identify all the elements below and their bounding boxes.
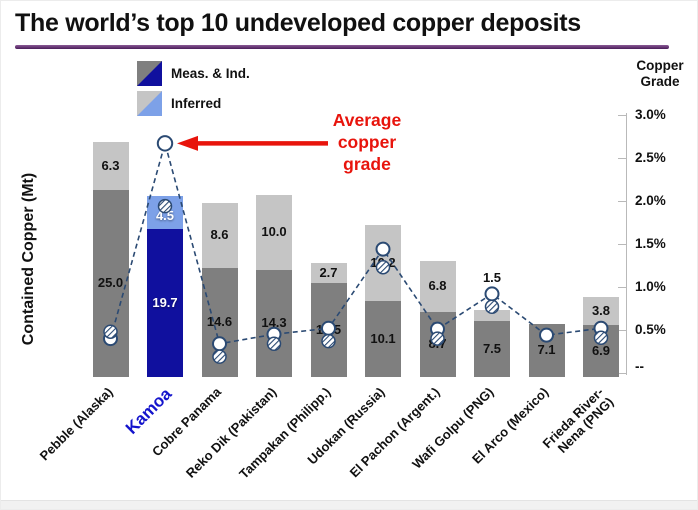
annotation-arrowhead-icon: [177, 135, 198, 151]
legend-label-inferred: Inferred: [171, 96, 222, 111]
right-axis-tick: [618, 373, 626, 374]
average-grade-annotation: Average copper grade: [301, 109, 433, 175]
legend-swatch-meas-ind-icon: [137, 61, 162, 86]
grade-marker-open: [484, 286, 500, 302]
right-axis-tick: [618, 330, 626, 331]
bar-value-meas-ind: 6.9: [591, 343, 611, 359]
right-axis-title: Copper Grade: [627, 58, 693, 90]
legend-item-inferred: Inferred: [137, 91, 250, 116]
bar-value-inferred: 4.5: [155, 208, 175, 224]
slide-bottom-edge: [1, 500, 697, 509]
bar-value-inferred: 10.2: [370, 255, 396, 270]
left-axis-title: Contained Copper (Mt): [20, 172, 37, 346]
right-axis-tick-label: 2.5%: [635, 150, 666, 165]
right-axis-title-line2: Grade: [640, 74, 680, 89]
right-axis-tick-label: --: [635, 359, 644, 374]
grade-marker-open: [156, 135, 174, 152]
right-axis-tick-label: 2.0%: [635, 193, 666, 208]
bar-value-inferred: 10.0: [261, 224, 287, 240]
right-axis-tick-label: 0.5%: [635, 322, 666, 337]
title-underline: [15, 45, 669, 49]
right-axis-tick: [618, 244, 626, 245]
annotation-line1: Average: [332, 110, 402, 130]
right-axis-tick-label: 3.0%: [635, 107, 666, 122]
legend-label-meas-ind: Meas. & Ind.: [171, 66, 250, 81]
bar-value-inferred: 1.5: [482, 269, 502, 285]
bar-value-meas-ind: 19.7: [152, 295, 178, 311]
annotation-line3: grade: [343, 154, 391, 174]
legend: Meas. & Ind. Inferred: [137, 61, 250, 121]
annotation-line2: copper: [337, 132, 397, 152]
legend-swatch-inferred-icon: [137, 91, 162, 116]
legend-item-meas-ind: Meas. & Ind.: [137, 61, 250, 86]
right-axis-line: [626, 113, 627, 375]
bar-segment-inferred: [474, 309, 510, 321]
right-axis-tick: [618, 158, 626, 159]
right-axis-title-line1: Copper: [636, 58, 684, 73]
right-axis-tick-label: 1.5%: [635, 236, 666, 251]
bar-value-inferred: 6.3: [101, 157, 120, 173]
bar-value-meas-ind: 25.0: [97, 275, 124, 291]
right-axis-tick: [618, 115, 626, 116]
bar-value-meas-ind: 7.1: [537, 342, 556, 358]
right-axis-tick: [618, 287, 626, 288]
right-axis-tick: [618, 201, 626, 202]
bar-value-inferred: 3.8: [591, 303, 611, 318]
chart-title: The world’s top 10 undeveloped copper de…: [15, 9, 581, 37]
right-axis-tick-label: 1.0%: [635, 279, 666, 294]
